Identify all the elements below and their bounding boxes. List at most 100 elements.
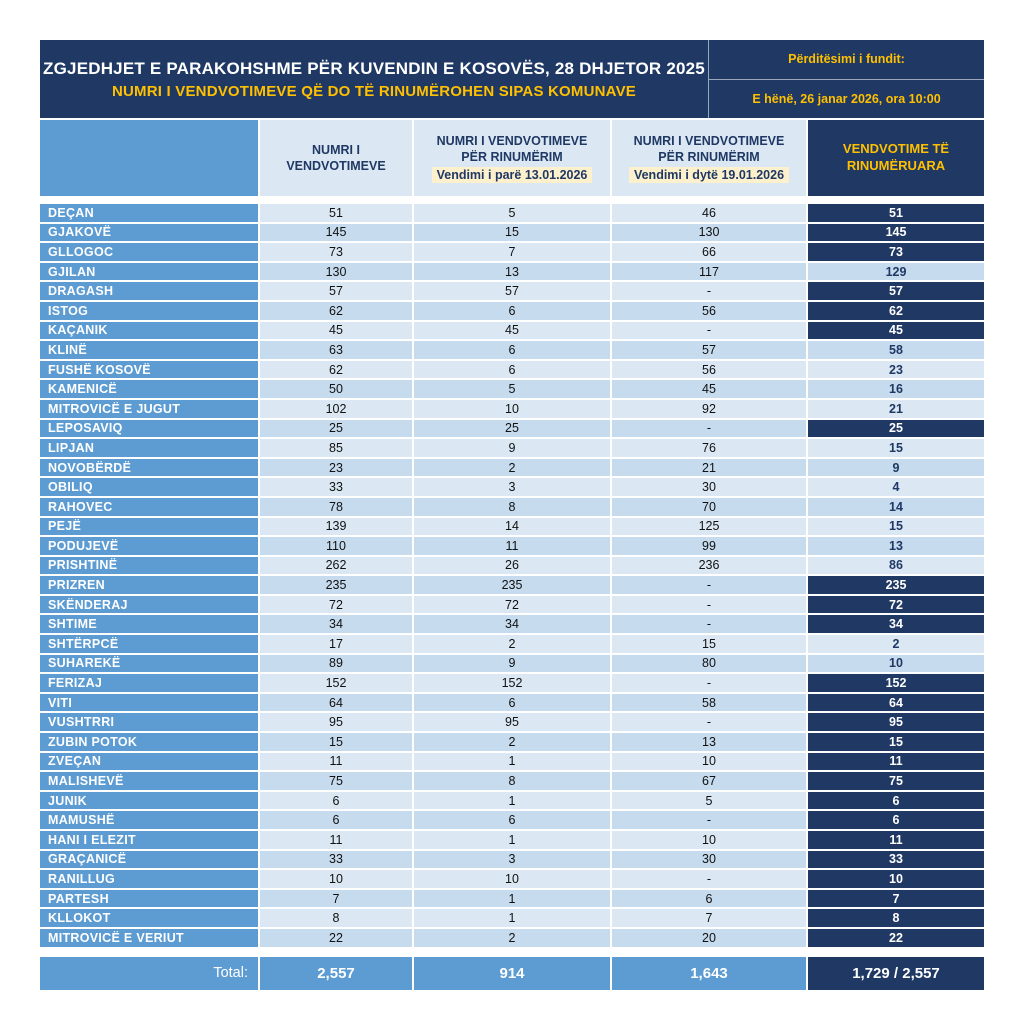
last-update-label: Përditësimi i fundit: xyxy=(709,40,984,80)
second-decision-value: 56 xyxy=(612,360,806,379)
recounted-value: 58 xyxy=(808,341,984,359)
second-decision-value: - xyxy=(612,576,806,594)
recounted-value: 34 xyxy=(808,615,984,634)
header-line: RINUMËRUARA xyxy=(846,158,946,173)
first-decision-value: 3 xyxy=(414,850,610,869)
title-block: ZGJEDHJET E PARAKOHSHME PËR KUVENDIN E K… xyxy=(40,40,709,118)
municipality-name: ZVEÇAN xyxy=(40,752,258,771)
municipality-name: SHTIME xyxy=(40,615,258,634)
first-decision-value: 1 xyxy=(414,831,610,849)
total-voting-places-value: 33 xyxy=(260,850,412,869)
total-voting-places-value: 95 xyxy=(260,713,412,732)
first-decision-value: 14 xyxy=(414,517,610,536)
first-decision-value: 45 xyxy=(414,321,610,340)
total-recounted: 1,729 / 2,557 xyxy=(808,956,984,990)
second-decision-value: 20 xyxy=(612,928,806,947)
recounted-value: 6 xyxy=(808,791,984,810)
first-decision-value: 6 xyxy=(414,811,610,829)
recounted-value: 4 xyxy=(808,478,984,496)
header-line: NUMRI I xyxy=(312,142,360,157)
header-line: PËR RINUMËRIM xyxy=(461,149,563,164)
municipality-name: RANILLUG xyxy=(40,870,258,888)
total-voting-places-value: 130 xyxy=(260,262,412,281)
second-decision-value: - xyxy=(612,595,806,614)
recounted-value: 22 xyxy=(808,928,984,947)
municipality-name: DRAGASH xyxy=(40,282,258,300)
total-voting-places-value: 17 xyxy=(260,635,412,653)
first-decision-value: 9 xyxy=(414,654,610,673)
recounted-value: 2 xyxy=(808,635,984,653)
total-voting-places-value: 262 xyxy=(260,556,412,575)
municipality-name: PRIZREN xyxy=(40,576,258,594)
first-decision-value: 235 xyxy=(414,576,610,594)
municipality-name: KAMENICË xyxy=(40,380,258,398)
second-decision-value: 46 xyxy=(612,204,806,222)
second-decision-value: - xyxy=(612,674,806,692)
first-decision-value: 1 xyxy=(414,752,610,771)
total-voting-places-value: 34 xyxy=(260,615,412,634)
municipality-name: GLLOGOC xyxy=(40,243,258,261)
last-update-block: Përditësimi i fundit: E hënë, 26 janar 2… xyxy=(709,40,984,118)
recounted-value: 21 xyxy=(808,399,984,418)
second-decision-value: 45 xyxy=(612,380,806,398)
second-decision-value: 21 xyxy=(612,458,806,477)
total-voting-places-value: 8 xyxy=(260,909,412,927)
recounted-value: 145 xyxy=(808,223,984,242)
first-decision-value: 95 xyxy=(414,713,610,732)
municipality-name: PODUJEVË xyxy=(40,537,258,555)
first-decision-value: 7 xyxy=(414,243,610,261)
total-voting-places-value: 7 xyxy=(260,889,412,908)
recounted-value: 6 xyxy=(808,811,984,829)
total-voting-places-value: 85 xyxy=(260,439,412,457)
municipality-name: MITROVICË E JUGUT xyxy=(40,399,258,418)
municipality-name: JUNIK xyxy=(40,791,258,810)
header-line: NUMRI I VENDVOTIMEVE xyxy=(633,133,785,148)
header-line: VENDVOTIME TË xyxy=(842,141,950,157)
municipality-name: MITROVICË E VERIUT xyxy=(40,928,258,947)
second-decision-value: 10 xyxy=(612,752,806,771)
recounted-value: 152 xyxy=(808,674,984,692)
corner-cell xyxy=(40,120,258,196)
total-row: Total: 2,557 914 1,643 1,729 / 2,557 xyxy=(40,956,984,990)
municipality-name: GJAKOVË xyxy=(40,223,258,242)
recounted-value: 86 xyxy=(808,556,984,575)
recounted-value: 45 xyxy=(808,321,984,340)
first-decision-value: 6 xyxy=(414,341,610,359)
total-voting-places-value: 73 xyxy=(260,243,412,261)
second-decision-value: 70 xyxy=(612,497,806,516)
recounted-value: 33 xyxy=(808,850,984,869)
first-decision-value: 5 xyxy=(414,380,610,398)
second-decision-value: 15 xyxy=(612,635,806,653)
recounted-value: 15 xyxy=(808,439,984,457)
recounted-value: 129 xyxy=(808,262,984,281)
municipality-name: NOVOBËRDË xyxy=(40,458,258,477)
recounted-value: 25 xyxy=(808,419,984,438)
recounted-value: 11 xyxy=(808,752,984,771)
first-decision-value: 1 xyxy=(414,889,610,908)
second-decision-value: 76 xyxy=(612,439,806,457)
total-voting-places-value: 25 xyxy=(260,419,412,438)
second-decision-value: 10 xyxy=(612,831,806,849)
second-decision-value: 99 xyxy=(612,537,806,555)
header-line: VENDVOTIMEVE xyxy=(286,159,386,173)
total-voting-places-value: 62 xyxy=(260,360,412,379)
recounted-value: 15 xyxy=(808,733,984,751)
municipality-name: VITI xyxy=(40,693,258,712)
first-decision-value: 3 xyxy=(414,478,610,496)
second-decision-value: - xyxy=(612,419,806,438)
recounted-value: 9 xyxy=(808,458,984,477)
col-header-recounted: VENDVOTIME TË RINUMËRUARA xyxy=(808,120,984,196)
total-voting-places-value: 11 xyxy=(260,831,412,849)
second-decision-value: 125 xyxy=(612,517,806,536)
total-voting-places-value: 11 xyxy=(260,752,412,771)
last-update-value: E hënë, 26 janar 2026, ora 10:00 xyxy=(752,91,941,106)
municipality-name: DEÇAN xyxy=(40,204,258,222)
first-decision-value: 10 xyxy=(414,399,610,418)
first-decision-value: 1 xyxy=(414,909,610,927)
recounted-value: 23 xyxy=(808,360,984,379)
total-voting-places-value: 57 xyxy=(260,282,412,300)
recounted-value: 10 xyxy=(808,870,984,888)
total-voting-places-value: 10 xyxy=(260,870,412,888)
municipality-name: SKËNDERAJ xyxy=(40,595,258,614)
recounted-value: 11 xyxy=(808,831,984,849)
